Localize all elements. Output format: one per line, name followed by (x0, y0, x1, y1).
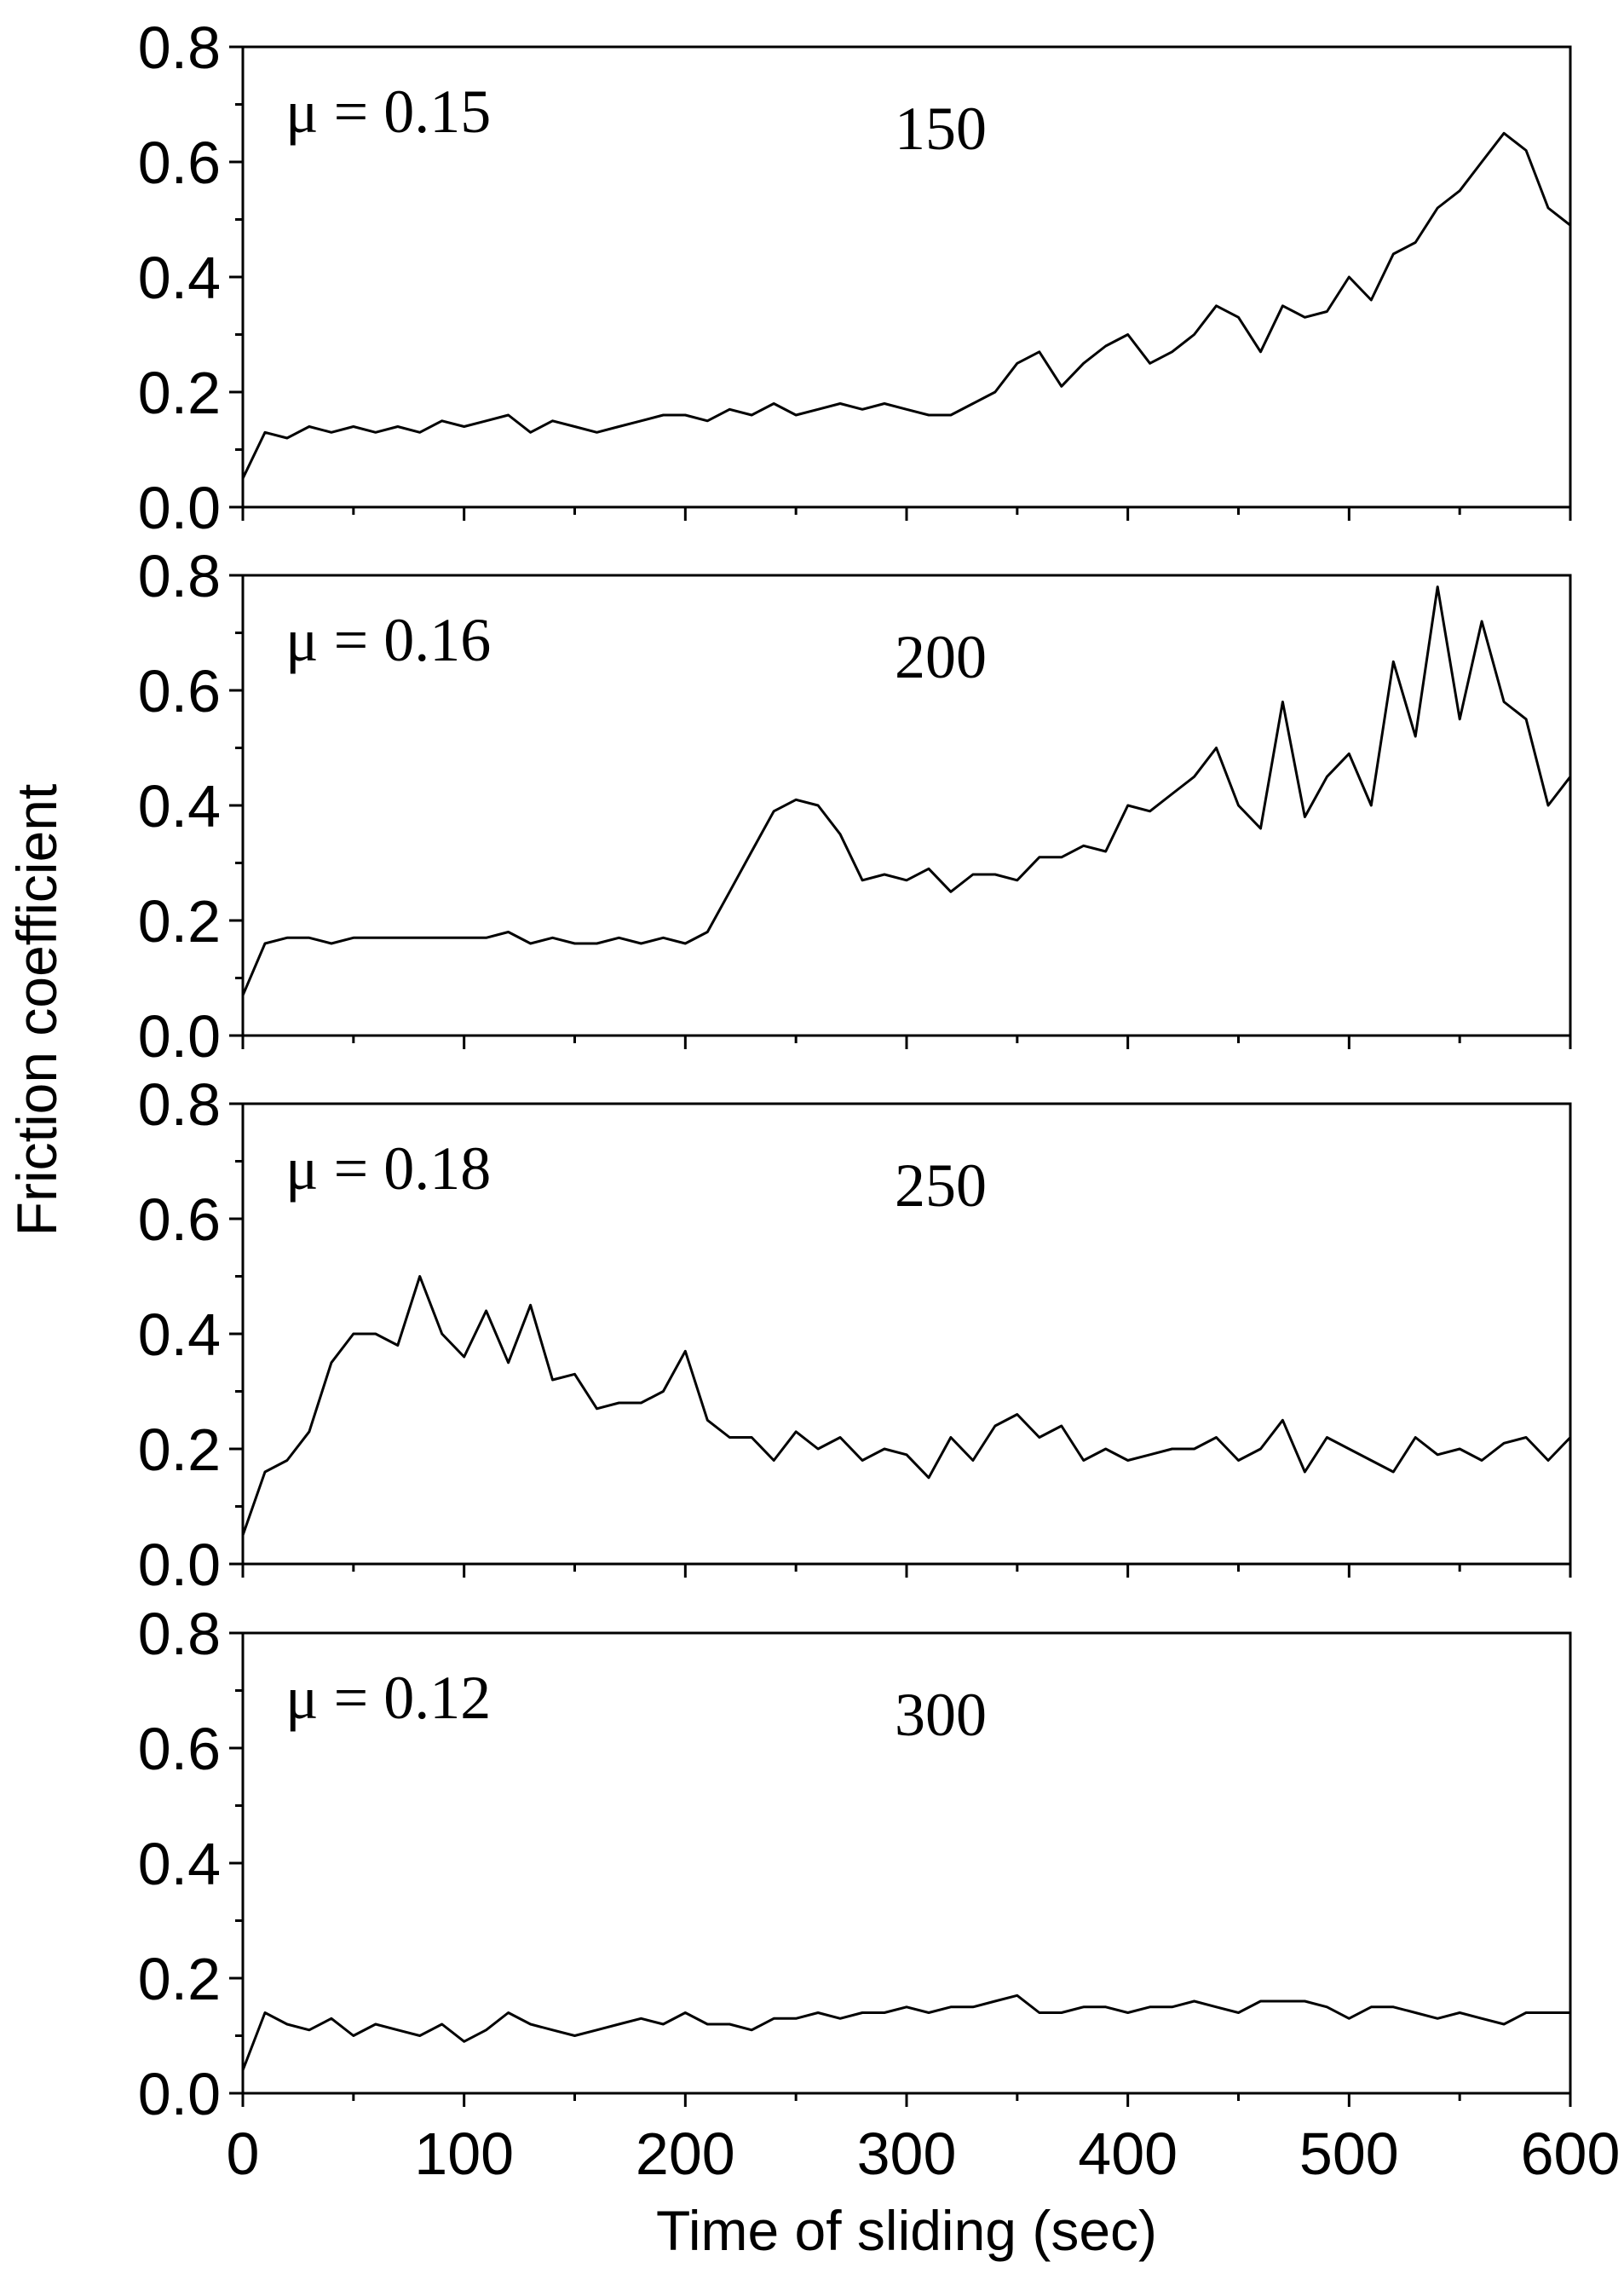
y-tick-label: 0.2 (138, 1946, 221, 2012)
annotation: μ = 0.18 (285, 1134, 491, 1203)
annotation: μ = 0.16 (285, 606, 491, 674)
y-tick-label: 0.6 (138, 658, 221, 724)
data-line (241, 131, 1571, 479)
y-tick-label: 0.6 (138, 1186, 221, 1253)
panel-label: 300 (895, 1681, 987, 1749)
y-tick-label: 0.4 (138, 245, 221, 311)
panel-label: 150 (895, 95, 987, 163)
y-tick-label: 0.6 (138, 1716, 221, 1782)
x-tick-label: 100 (414, 2121, 514, 2187)
y-tick-label: 0.8 (138, 14, 221, 81)
data-line (241, 1994, 1570, 2071)
x-tick-label: 500 (1299, 2121, 1399, 2187)
y-tick-label: 0.0 (138, 2061, 221, 2127)
x-tick-label: 600 (1521, 2121, 1621, 2187)
panel-label: 200 (895, 623, 987, 691)
y-tick-label: 0.4 (138, 1831, 221, 1897)
data-line (241, 1275, 1572, 1536)
x-axis-label: Time of sliding (sec) (656, 2199, 1157, 2262)
y-tick-label: 0.0 (138, 1532, 221, 1598)
y-tick-label: 0.2 (138, 888, 221, 955)
y-tick-label: 0.8 (138, 543, 221, 609)
y-tick-label: 0.2 (138, 1417, 221, 1483)
y-tick-label: 0.0 (138, 1003, 221, 1070)
y-tick-label: 0.4 (138, 773, 221, 840)
y-tick-label: 0.6 (138, 130, 221, 196)
y-tick-label: 0.0 (138, 475, 221, 541)
x-tick-label: 0 (227, 2121, 260, 2187)
y-tick-label: 0.4 (138, 1301, 221, 1368)
panel-label: 250 (895, 1151, 987, 1220)
data-line (241, 586, 1572, 996)
y-axis-label: Friction coefficient (5, 784, 68, 1237)
y-tick-label: 0.8 (138, 1071, 221, 1138)
annotation: μ = 0.15 (285, 78, 491, 146)
x-tick-label: 400 (1078, 2121, 1178, 2187)
y-tick-label: 0.8 (138, 1601, 221, 1667)
annotation: μ = 0.12 (285, 1664, 491, 1732)
y-tick-label: 0.2 (138, 360, 221, 426)
x-tick-label: 200 (636, 2121, 735, 2187)
x-tick-label: 300 (857, 2121, 957, 2187)
